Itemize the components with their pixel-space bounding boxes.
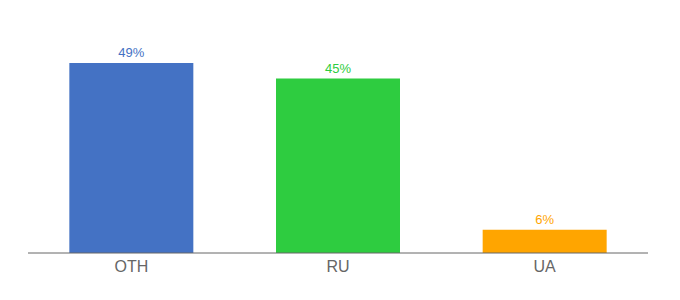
svg-text:OTH: OTH [114, 258, 148, 275]
svg-text:UA: UA [534, 258, 557, 275]
svg-text:49%: 49% [118, 45, 144, 60]
svg-text:6%: 6% [535, 212, 554, 227]
svg-text:RU: RU [326, 258, 349, 275]
svg-text:45%: 45% [325, 61, 351, 76]
